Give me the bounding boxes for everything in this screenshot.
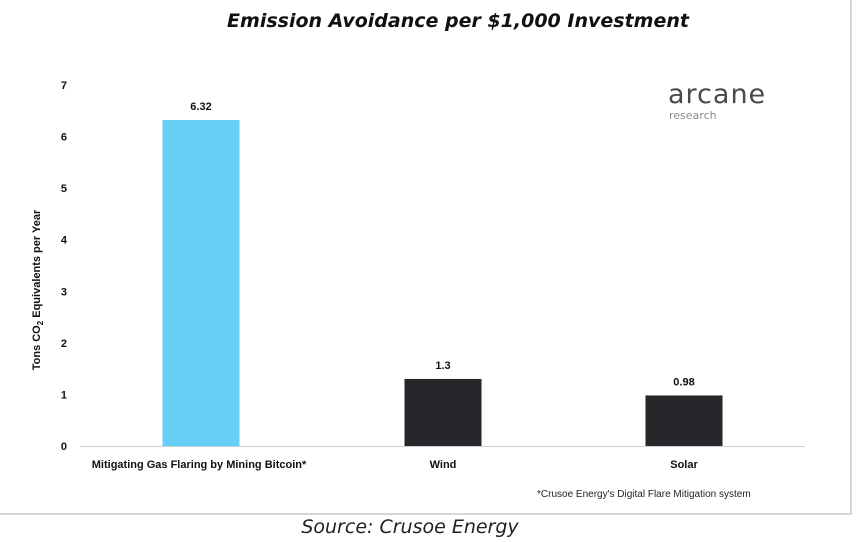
bar [404, 378, 482, 446]
bar [162, 120, 240, 446]
arcane-research-logo: arcane research [668, 80, 766, 122]
data-label: 1.3 [435, 360, 450, 372]
footnote: *Crusoe Energy's Digital Flare Mitigatio… [537, 489, 751, 500]
y-tick-label: 5 [61, 183, 67, 195]
y-tick-label: 7 [61, 80, 67, 92]
y-tick-label: 6 [61, 132, 67, 144]
logo-wordmark: arcane [668, 79, 767, 110]
y-tick-label: 3 [61, 286, 67, 298]
source-caption: Source: Crusoe Energy [301, 516, 519, 538]
logo-subtitle: research [669, 109, 717, 122]
x-tick-label: Wind [430, 459, 457, 471]
y-tick-label: 2 [61, 338, 67, 350]
data-label: 0.98 [673, 376, 694, 388]
y-tick-label: 1 [61, 389, 67, 401]
x-tick-label: Mitigating Gas Flaring by Mining Bitcoin… [92, 459, 307, 471]
y-tick-label: 0 [61, 441, 67, 453]
chart-frame [0, 0, 852, 515]
bar-chart: 0 1 2 3 4 5 6 7 6.32 Mitigating Gas Flaring by Mi… [61, 80, 805, 471]
chart-title: Emission Avoidance per $1,000 Investment [227, 10, 689, 32]
bar [645, 395, 723, 446]
data-label: 6.32 [190, 101, 211, 113]
x-tick-label: Solar [670, 459, 698, 471]
y-tick-label: 4 [61, 235, 68, 247]
